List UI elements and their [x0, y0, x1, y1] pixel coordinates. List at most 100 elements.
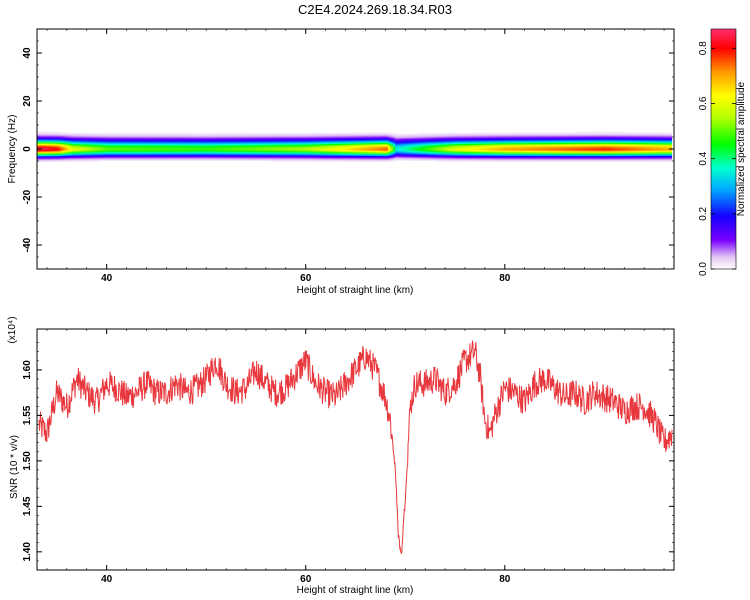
heatmap-cell	[79, 136, 83, 138]
heatmap-cell	[258, 155, 262, 158]
heatmap-cell	[464, 153, 469, 155]
heatmap-cell	[96, 159, 100, 161]
heatmap-cell	[308, 144, 312, 147]
heatmap-cell	[323, 149, 327, 152]
heatmap-cell	[308, 147, 312, 149]
heatmap-cell	[198, 140, 202, 142]
heatmap-cell	[64, 132, 68, 135]
heatmap-cell	[250, 159, 255, 161]
heatmap-cell	[61, 140, 65, 142]
heatmap-cell	[460, 150, 464, 153]
heatmap-cell	[56, 155, 60, 158]
heatmap-cell	[447, 154, 451, 156]
heatmap-cell	[54, 152, 58, 154]
heatmap-cell	[492, 158, 496, 160]
heatmap-cell	[300, 134, 304, 136]
heatmap-cell	[181, 136, 185, 138]
heatmap-cell	[492, 136, 496, 138]
heatmap-cell	[260, 153, 265, 155]
heatmap-cell	[44, 137, 48, 140]
heatmap-cell	[484, 158, 488, 160]
heatmap-cell	[310, 158, 314, 160]
heatmap-cell	[487, 136, 491, 138]
heatmap-cell	[131, 143, 135, 146]
heatmap-cell	[385, 132, 389, 135]
heatmap-cell	[236, 141, 240, 143]
heatmap-cell	[499, 138, 503, 141]
heatmap-cell	[442, 146, 446, 148]
heatmap-cell	[193, 159, 197, 161]
heatmap-cell	[89, 141, 93, 143]
heatmap-cell	[166, 158, 170, 160]
heatmap-cell	[238, 132, 242, 135]
heatmap-cell	[335, 147, 339, 149]
heatmap-cell	[121, 159, 125, 161]
heatmap-cell	[557, 144, 561, 147]
heatmap-cell	[106, 141, 110, 143]
heatmap-cell	[253, 154, 257, 156]
heatmap-cell	[191, 156, 195, 159]
heatmap-cell	[111, 136, 115, 138]
heatmap-cell	[532, 140, 536, 142]
heatmap-cell	[51, 156, 56, 159]
heatmap-cell	[517, 154, 521, 156]
heatmap-cell	[288, 142, 292, 144]
heatmap-cell	[290, 141, 294, 143]
heatmap-cell	[447, 142, 451, 144]
heatmap-cell	[557, 137, 561, 140]
heatmap-cell	[54, 156, 58, 159]
heatmap-cell	[280, 142, 284, 144]
heatmap-cell	[350, 140, 354, 142]
heatmap-cell	[484, 147, 488, 149]
heatmap-cell	[59, 156, 63, 159]
heatmap-cell	[114, 158, 118, 160]
heatmap-cell	[243, 153, 247, 155]
heatmap-cell	[56, 135, 60, 137]
heatmap-cell	[66, 135, 70, 137]
heatmap-cell	[116, 149, 120, 152]
heatmap-cell	[542, 152, 546, 154]
heatmap-cell	[295, 141, 299, 143]
heatmap-cell	[303, 150, 307, 153]
heatmap-cell	[94, 158, 98, 160]
heatmap-cell	[131, 141, 135, 143]
heatmap-cell	[382, 142, 386, 144]
heatmap-cell	[562, 143, 566, 146]
heatmap-cell	[126, 148, 130, 150]
heatmap-cell	[512, 137, 516, 140]
heatmap-cell	[49, 135, 53, 137]
heatmap-cell	[507, 155, 511, 158]
heatmap-cell	[372, 148, 377, 150]
heatmap-cell	[370, 134, 374, 136]
heatmap-cell	[323, 148, 327, 150]
heatmap-cell	[547, 146, 551, 148]
heatmap-cell	[49, 156, 53, 159]
heatmap-cell	[191, 152, 195, 154]
heatmap-cell	[116, 142, 120, 144]
heatmap-cell	[94, 143, 98, 146]
heatmap-cell	[143, 148, 148, 150]
heatmap-cell	[193, 158, 197, 160]
heatmap-cell	[430, 142, 434, 144]
heatmap-cell	[427, 150, 431, 153]
heatmap-cell	[168, 156, 172, 159]
heatmap-cell	[338, 137, 342, 140]
heatmap-cell	[435, 154, 439, 156]
heatmap-cell	[318, 143, 322, 146]
heatmap-cell	[432, 134, 436, 136]
heatmap-cell	[119, 153, 123, 155]
heatmap-cell	[74, 156, 78, 159]
heatmap-cell	[385, 143, 389, 146]
heatmap-cell	[445, 154, 449, 156]
heatmap-cell	[221, 141, 225, 143]
heatmap-cell	[163, 149, 167, 152]
heatmap-cell	[425, 156, 429, 159]
heatmap-cell	[554, 143, 558, 146]
heatmap-cell	[529, 152, 533, 154]
heatmap-cell	[285, 135, 289, 137]
heatmap-cell	[283, 137, 287, 140]
heatmap-cell	[519, 136, 523, 138]
heatmap-cell	[139, 144, 143, 147]
heatmap-cell	[126, 154, 130, 156]
heatmap-cell	[430, 149, 434, 152]
